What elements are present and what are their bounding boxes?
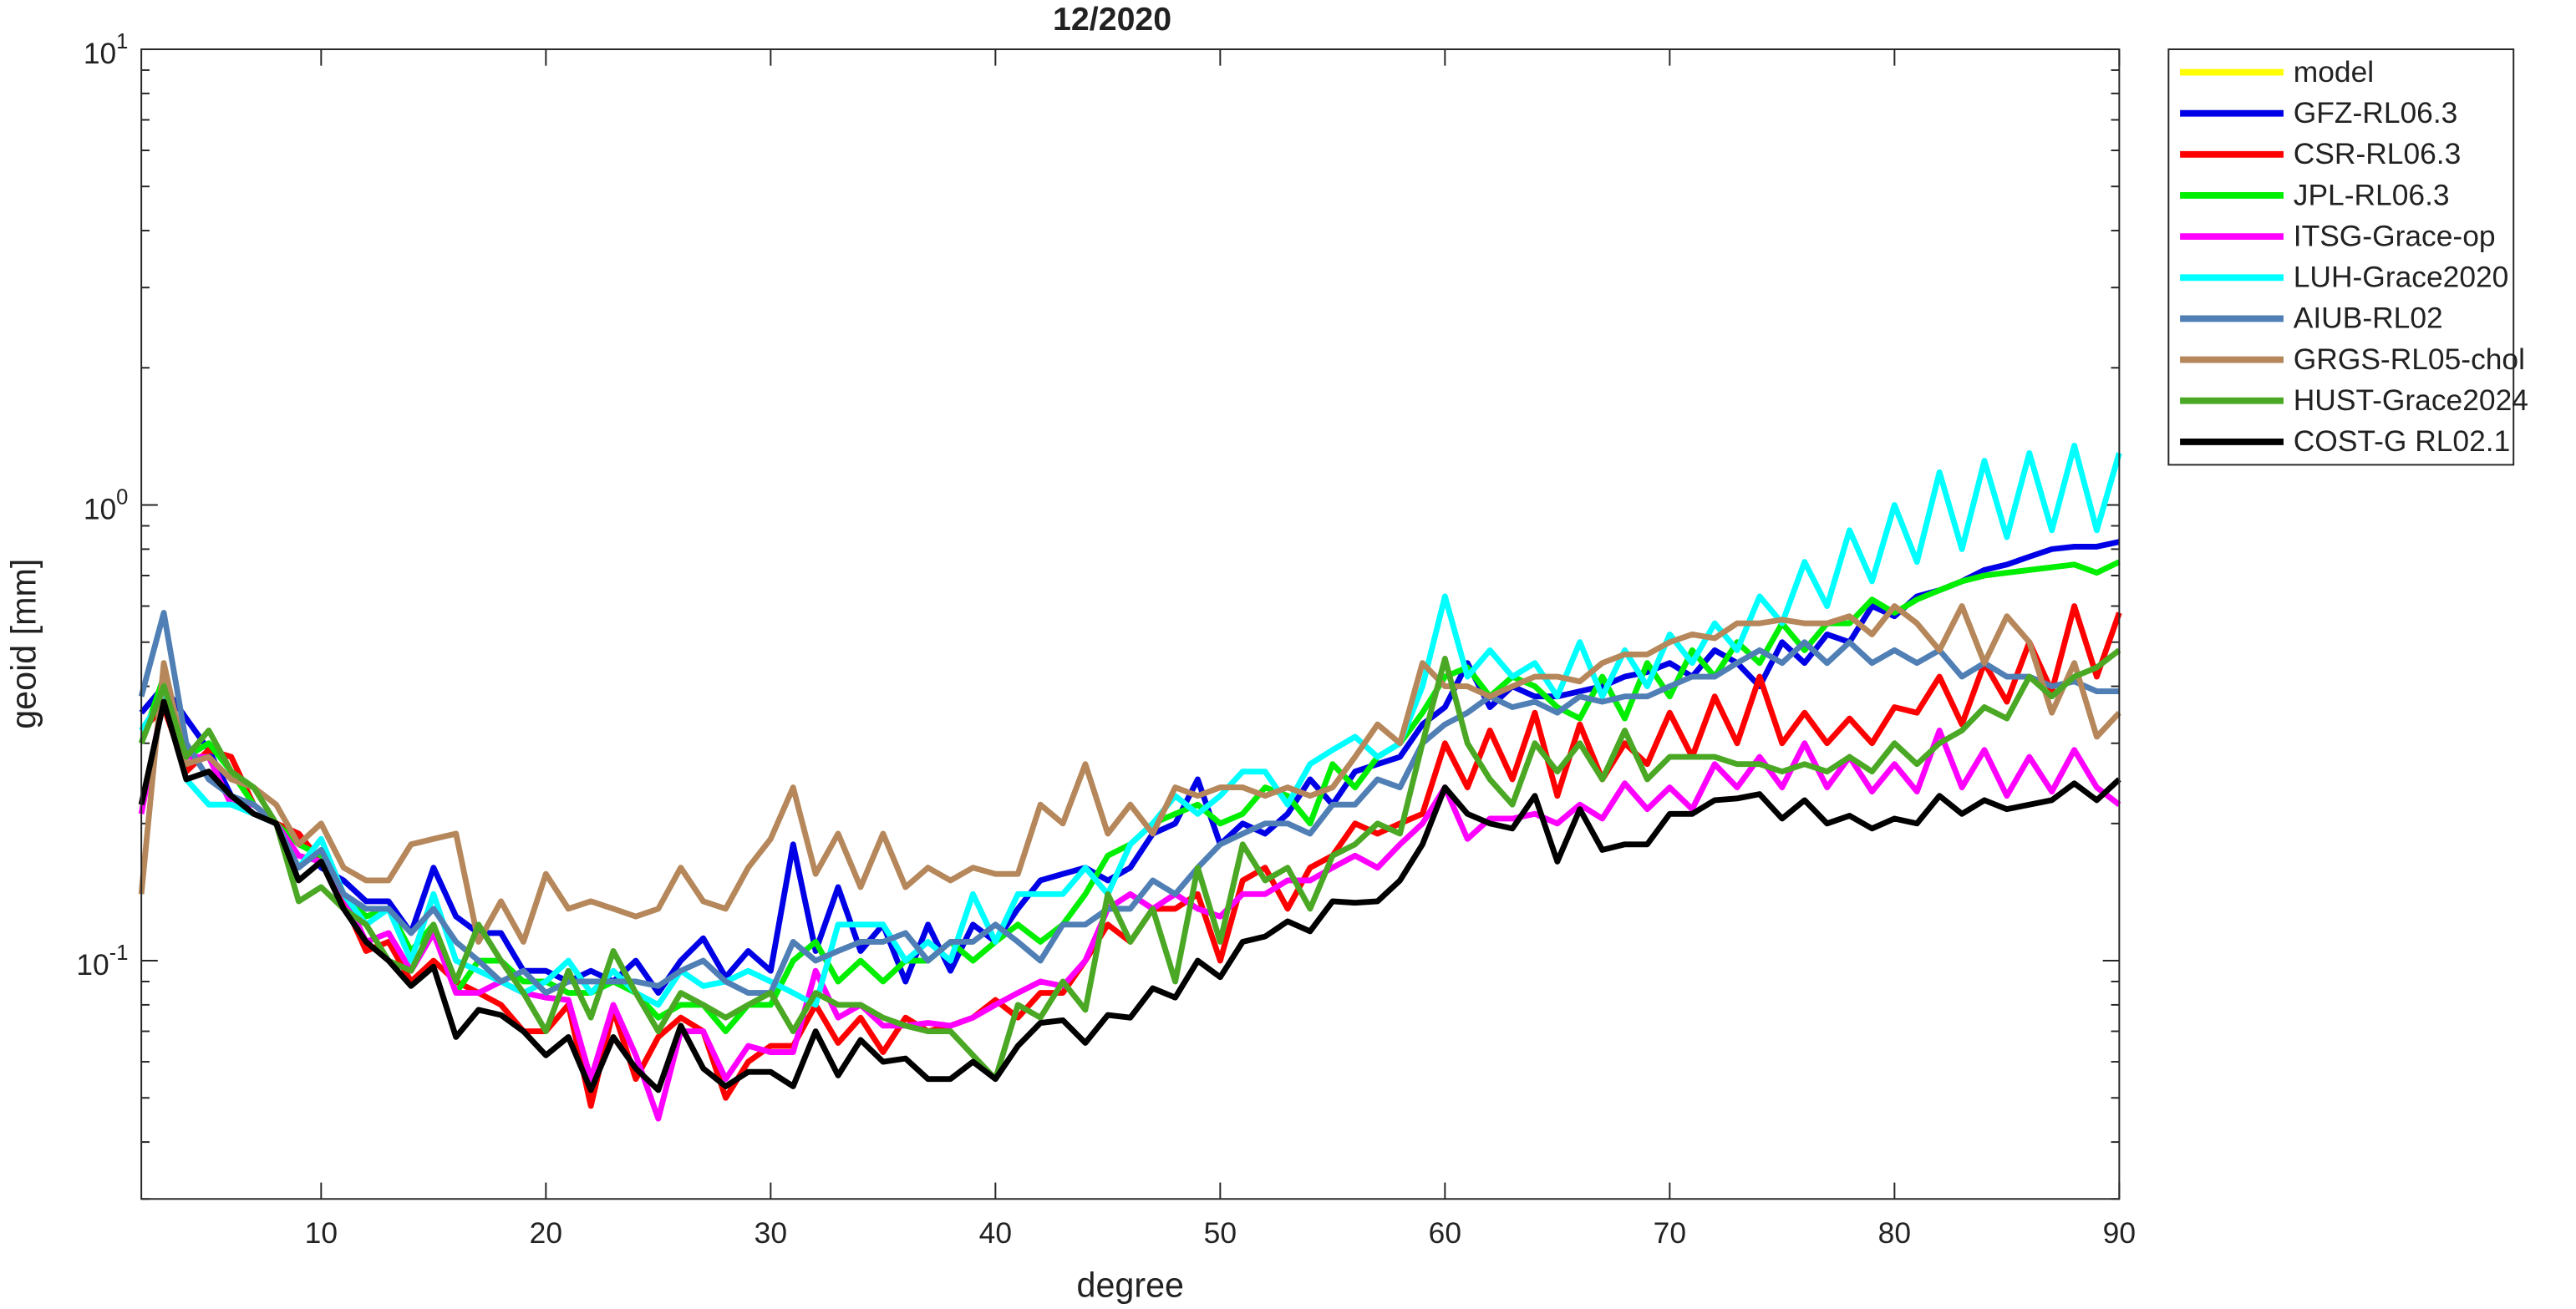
series-line <box>138 698 2121 1093</box>
series-line <box>138 603 2121 945</box>
legend: model GFZ-RL06.3 CSR-RL06.3 JPL-RL06.3 ITSG-… <box>2167 48 2528 466</box>
legend-label: JPL-RL06.3 <box>2294 179 2450 211</box>
x-tick-label: 30 <box>755 1217 787 1250</box>
x-axis-label: degree <box>1077 1266 1185 1304</box>
legend-label: model <box>2294 56 2374 89</box>
legend-label: AIUB-RL02 <box>2294 302 2443 335</box>
legend-label: LUH-Grace2020 <box>2294 261 2509 294</box>
series-line <box>138 610 2120 996</box>
chart-title: 12/2020 <box>1053 1 1171 38</box>
y-tick-label: 100 <box>84 485 129 525</box>
x-tick-label: 10 <box>305 1217 338 1250</box>
x-tick-label: 90 <box>2103 1217 2136 1250</box>
plot-area: 10 20 30 40 50 60 70 80 90 10-1 100 101 <box>76 30 2136 1250</box>
legend-label: ITSG-Grace-op <box>2294 220 2496 252</box>
series-line <box>139 539 2121 996</box>
legend-label: COST-G RL02.1 <box>2294 425 2511 458</box>
x-tick-label: 70 <box>1654 1217 1686 1250</box>
series-line <box>138 647 2121 1083</box>
y-tick-label: 101 <box>84 30 129 70</box>
y-tick-label: 10-1 <box>76 941 128 982</box>
legend-box <box>2167 48 2515 466</box>
x-tick-label: 60 <box>1429 1217 1461 1250</box>
legend-label: HUST-Grace2024 <box>2294 384 2528 417</box>
y-axis-label: geoid [mm] <box>4 559 43 729</box>
legend-label: GFZ-RL06.3 <box>2294 97 2458 129</box>
legend-label: GRGS-RL05-chol <box>2294 343 2525 376</box>
x-tick-label: 20 <box>530 1217 562 1250</box>
x-tick-label: 80 <box>1878 1217 1911 1250</box>
legend-label: CSR-RL06.3 <box>2294 138 2462 170</box>
series-line <box>139 442 2122 1008</box>
x-tick-label: 50 <box>1204 1217 1237 1250</box>
axes-box <box>140 48 2121 1200</box>
series-line <box>138 693 2121 1122</box>
x-tick-label: 40 <box>979 1217 1012 1250</box>
